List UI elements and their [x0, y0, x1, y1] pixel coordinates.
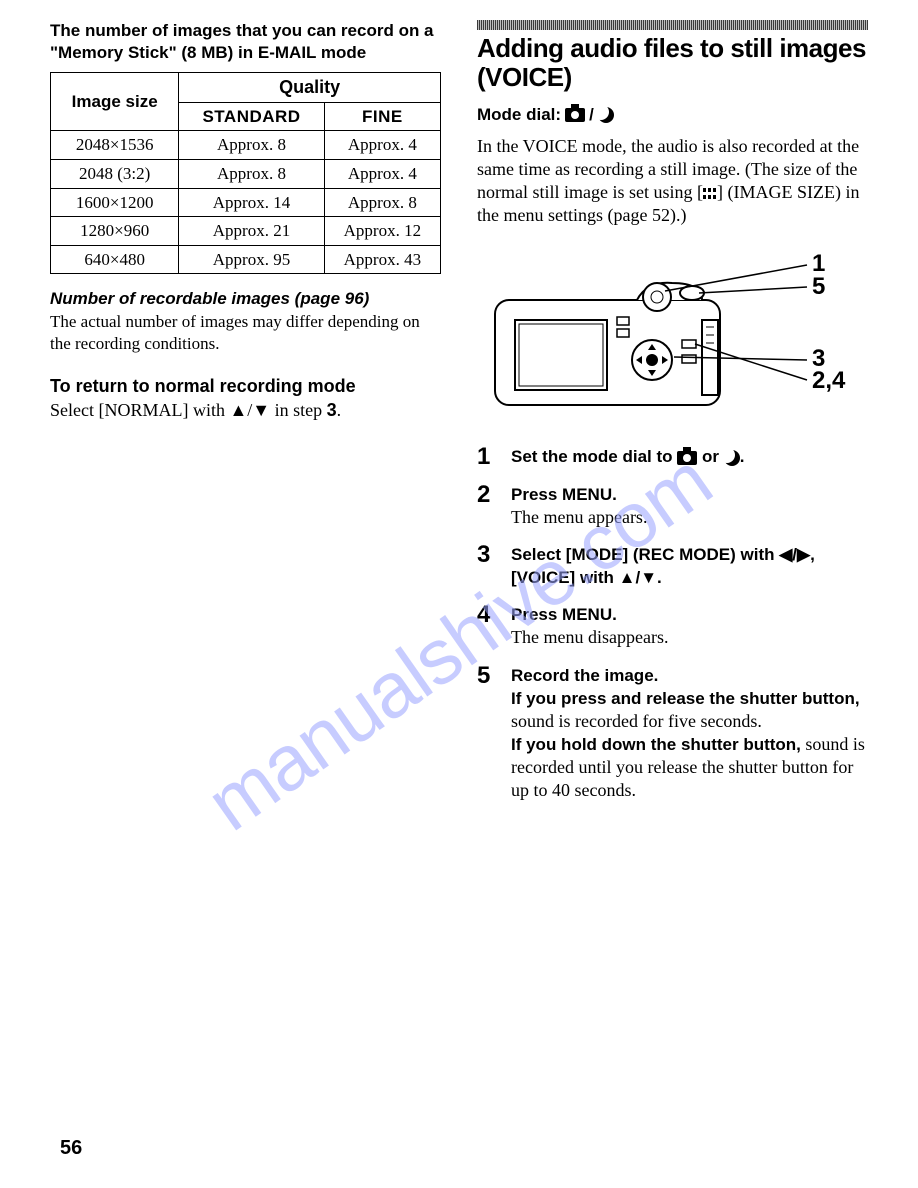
- step-5: 5 Record the image. If you press and rel…: [477, 664, 868, 802]
- step-1: 1 Set the mode dial to or .: [477, 445, 868, 469]
- table-cell: 1600×1200: [51, 188, 179, 217]
- step-number: 3: [477, 543, 497, 589]
- table-cell: 1280×960: [51, 217, 179, 246]
- th-quality: Quality: [179, 73, 441, 103]
- table-cell: Approx. 12: [324, 217, 440, 246]
- table-cell: Approx. 8: [324, 188, 440, 217]
- moon-icon: [598, 107, 614, 123]
- step3-text-c: .: [657, 568, 662, 587]
- th-image-size: Image size: [51, 73, 179, 131]
- step5-bold-b: If you press and release the shutter but…: [511, 689, 860, 708]
- step-number: 4: [477, 603, 497, 649]
- step5-bold-a: Record the image.: [511, 666, 658, 685]
- recordable-body: The actual number of images may differ d…: [50, 311, 441, 354]
- table-cell: Approx. 14: [179, 188, 324, 217]
- page-number: 56: [60, 1137, 82, 1160]
- table-cell: 2048 (3:2): [51, 159, 179, 188]
- return-body: Select [NORMAL] with ▲/▼ in step 3.: [50, 400, 441, 421]
- step-number: 5: [477, 664, 497, 802]
- return-heading: To return to normal recording mode: [50, 376, 441, 398]
- table-cell: Approx. 95: [179, 245, 324, 274]
- step3-text-a: Select [MODE] (REC MODE) with: [511, 545, 779, 564]
- step4-text: The menu disappears.: [511, 627, 668, 647]
- step5-text-a: sound is recorded for five seconds.: [511, 711, 762, 731]
- table-cell: Approx. 21: [179, 217, 324, 246]
- step-number: 1: [477, 445, 497, 469]
- return-period: .: [337, 400, 342, 420]
- camera-svg: [477, 245, 857, 425]
- step-4: 4 Press MENU. The menu disappears.: [477, 603, 868, 649]
- step-3: 3 Select [MODE] (REC MODE) with ◀/▶, [VO…: [477, 543, 868, 589]
- return-select-text: Select [NORMAL] with: [50, 400, 229, 420]
- voice-intro-text: In the VOICE mode, the audio is also rec…: [477, 135, 868, 227]
- moon-icon: [724, 450, 740, 466]
- table-cell: Approx. 8: [179, 131, 324, 160]
- step5-bold-c: If you hold down the shutter button,: [511, 735, 801, 754]
- table-cell: Approx. 4: [324, 131, 440, 160]
- return-step-number: 3: [327, 400, 337, 420]
- step4-bold: Press MENU.: [511, 605, 617, 624]
- up-down-icon: ▲/▼: [619, 568, 657, 587]
- step-number: 2: [477, 483, 497, 529]
- quality-table: Image size Quality STANDARD FINE 2048×15…: [50, 72, 441, 274]
- image-size-grid-icon: [703, 188, 717, 200]
- mode-dial-row: Mode dial: /: [477, 105, 868, 125]
- table-cell: 640×480: [51, 245, 179, 274]
- decorative-stripe: [477, 20, 868, 30]
- table-cell: Approx. 8: [179, 159, 324, 188]
- mode-dial-label-text: Mode dial:: [477, 105, 561, 125]
- callout-24: 2,4: [812, 367, 845, 395]
- steps-list: 1 Set the mode dial to or . 2 Press MENU…: [477, 445, 868, 801]
- table-cell: 2048×1536: [51, 131, 179, 160]
- return-tail-text: in step: [270, 400, 327, 420]
- camera-icon: [565, 108, 585, 122]
- camera-icon: [677, 451, 697, 465]
- step-2: 2 Press MENU. The menu appears.: [477, 483, 868, 529]
- step2-text: The menu appears.: [511, 507, 647, 527]
- table-cell: Approx. 43: [324, 245, 440, 274]
- callout-5: 5: [812, 273, 825, 301]
- step2-bold: Press MENU.: [511, 485, 617, 504]
- left-right-icon: ◀/▶: [779, 545, 810, 564]
- th-standard: STANDARD: [179, 102, 324, 131]
- step1-text-c: .: [740, 447, 745, 466]
- camera-diagram: 1 5 3 2,4: [477, 245, 868, 425]
- main-heading: Adding audio files to still images (VOIC…: [477, 34, 868, 91]
- left-intro-text: The number of images that you can record…: [50, 20, 441, 64]
- th-fine: FINE: [324, 102, 440, 131]
- recordable-heading: Number of recordable images (page 96): [50, 288, 441, 309]
- step1-text-a: Set the mode dial to: [511, 447, 677, 466]
- up-down-icon: ▲/▼: [229, 400, 270, 420]
- table-cell: Approx. 4: [324, 159, 440, 188]
